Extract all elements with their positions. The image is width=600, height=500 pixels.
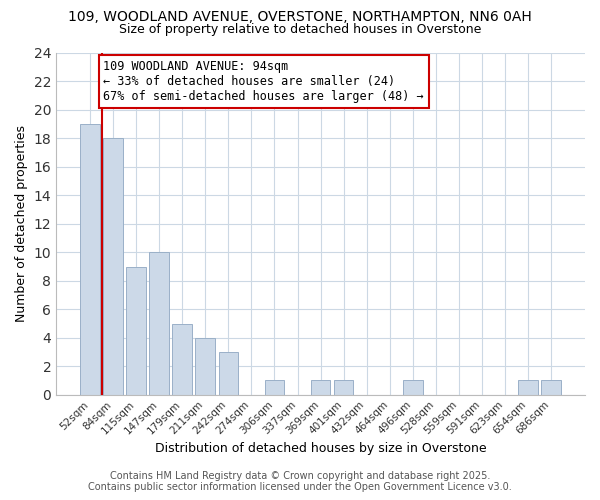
Bar [518, 380, 538, 394]
Bar [172, 324, 192, 394]
Bar [80, 124, 100, 394]
Bar [149, 252, 169, 394]
Bar [127, 266, 146, 394]
Text: 109, WOODLAND AVENUE, OVERSTONE, NORTHAMPTON, NN6 0AH: 109, WOODLAND AVENUE, OVERSTONE, NORTHAM… [68, 10, 532, 24]
Bar [311, 380, 331, 394]
Bar [265, 380, 284, 394]
Bar [196, 338, 215, 394]
Text: Size of property relative to detached houses in Overstone: Size of property relative to detached ho… [119, 22, 481, 36]
Bar [103, 138, 123, 394]
Text: Contains HM Land Registry data © Crown copyright and database right 2025.
Contai: Contains HM Land Registry data © Crown c… [88, 471, 512, 492]
Bar [334, 380, 353, 394]
Y-axis label: Number of detached properties: Number of detached properties [15, 126, 28, 322]
Bar [541, 380, 561, 394]
Bar [403, 380, 422, 394]
Bar [218, 352, 238, 395]
X-axis label: Distribution of detached houses by size in Overstone: Distribution of detached houses by size … [155, 442, 487, 455]
Text: 109 WOODLAND AVENUE: 94sqm
← 33% of detached houses are smaller (24)
67% of semi: 109 WOODLAND AVENUE: 94sqm ← 33% of deta… [103, 60, 424, 103]
